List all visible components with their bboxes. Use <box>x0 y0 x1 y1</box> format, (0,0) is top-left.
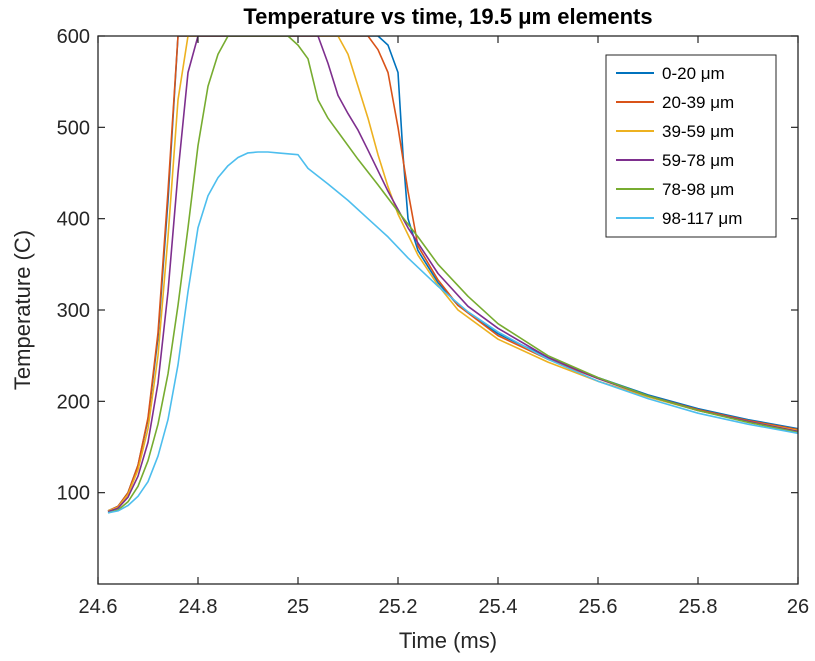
legend-label: 59-78 μm <box>662 151 734 170</box>
x-axis-label: Time (ms) <box>399 628 497 653</box>
legend-label: 78-98 μm <box>662 180 734 199</box>
y-tick-label: 600 <box>57 26 90 48</box>
legend-label: 0-20 μm <box>662 64 725 83</box>
x-tick-label: 25.2 <box>379 596 418 618</box>
legend-label: 39-59 μm <box>662 122 734 141</box>
x-tick-label: 26 <box>787 596 809 618</box>
x-tick-label: 25.4 <box>479 596 518 618</box>
legend: 0-20 μm 20-39 μm 39-59 μm 59-78 μm 78-98 μm 9… <box>606 55 776 237</box>
y-tick-label: 300 <box>57 300 90 322</box>
y-tick-label: 500 <box>57 117 90 139</box>
legend-label: 98-117 μm <box>662 209 742 228</box>
y-tick-label: 400 <box>57 209 90 231</box>
chart-title: Temperature vs time, 19.5 μm elements <box>243 4 652 29</box>
y-axis-label: Temperature (C) <box>10 230 35 390</box>
x-tick-label: 25.8 <box>679 596 718 618</box>
x-tick-label: 24.6 <box>79 596 118 618</box>
x-tick-label: 24.8 <box>179 596 218 618</box>
legend-label: 20-39 μm <box>662 93 734 112</box>
x-tick-label: 25.6 <box>579 596 618 618</box>
y-tick-label: 200 <box>57 391 90 413</box>
y-tick-label: 100 <box>57 483 90 505</box>
x-tick-label: 25 <box>287 596 309 618</box>
